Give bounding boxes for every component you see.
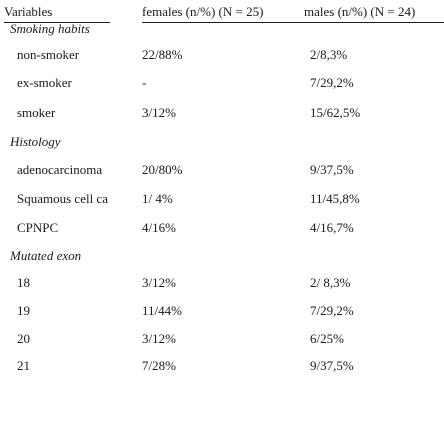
variable-label: CPNPC <box>17 220 59 235</box>
category-row: Mutated exon <box>0 246 444 266</box>
variable-label: 18 <box>17 275 30 290</box>
category-label: Histology <box>10 134 61 149</box>
variable-label: ex-smoker <box>17 75 72 90</box>
males-value: 7/29,2% <box>310 75 354 90</box>
variable-label: adenocarcinoma <box>17 162 103 177</box>
table-row: adenocarcinoma 20/80% 9/37,5% <box>0 160 444 180</box>
females-value: 3/12% <box>142 275 176 290</box>
males-value: 7/29,2% <box>310 303 354 318</box>
category-row: Histology <box>0 132 444 152</box>
header-males: males (n/%) (N = 24) <box>304 2 444 23</box>
females-value: 11/44% <box>142 303 182 318</box>
table-row: 20 3/12% 6/25% <box>0 329 444 349</box>
females-value: 7/28% <box>142 358 176 373</box>
females-value: 20/80% <box>142 162 183 177</box>
table-row: ex-smoker - 7/29,2% <box>0 73 444 93</box>
males-value: 6/25% <box>310 331 344 346</box>
category-row: Smoking habits <box>0 19 444 39</box>
variable-label: 20 <box>17 331 30 346</box>
variable-label: 21 <box>17 358 30 373</box>
males-value: 11/45,8% <box>310 191 360 206</box>
header-variables: Variables <box>4 2 110 23</box>
category-label: Mutated exon <box>10 248 82 263</box>
males-value: 9/37,5% <box>310 358 354 373</box>
variable-label: non-smoker <box>17 47 80 62</box>
males-value: 2/8,3% <box>310 47 348 62</box>
females-value: 3/12% <box>142 105 176 120</box>
table-row: smoker 3/12% 15/62,5% <box>0 103 444 123</box>
males-value: 4/16,7% <box>310 220 354 235</box>
header-females: females (n/%) (N = 25) <box>142 2 304 23</box>
females-value: 3/12% <box>142 331 176 346</box>
males-value: 15/62,5% <box>310 105 361 120</box>
variable-label: 19 <box>17 303 30 318</box>
category-label: Smoking habits <box>10 21 90 36</box>
table-row: 18 3/12% 2/ 8,3% <box>0 273 444 293</box>
variable-label: Squamous cell ca <box>17 191 108 206</box>
table-row: non-smoker 22/88% 2/8,3% <box>0 45 444 65</box>
table-row: Squamous cell ca 1/ 4% 11/45,8% <box>0 189 444 209</box>
males-value: 2/ 8,3% <box>310 275 351 290</box>
table-row: 19 11/44% 7/29,2% <box>0 301 444 321</box>
females-value: 1/ 4% <box>142 191 173 206</box>
variable-label: smoker <box>17 105 56 120</box>
table-row: 21 7/28% 9/37,5% <box>0 356 444 376</box>
females-value: 4/16% <box>142 220 176 235</box>
males-value: 9/37,5% <box>310 162 354 177</box>
females-value: - <box>142 75 147 90</box>
table-row: CPNPC 4/16% 4/16,7% <box>0 218 444 238</box>
females-value: 22/88% <box>142 47 183 62</box>
